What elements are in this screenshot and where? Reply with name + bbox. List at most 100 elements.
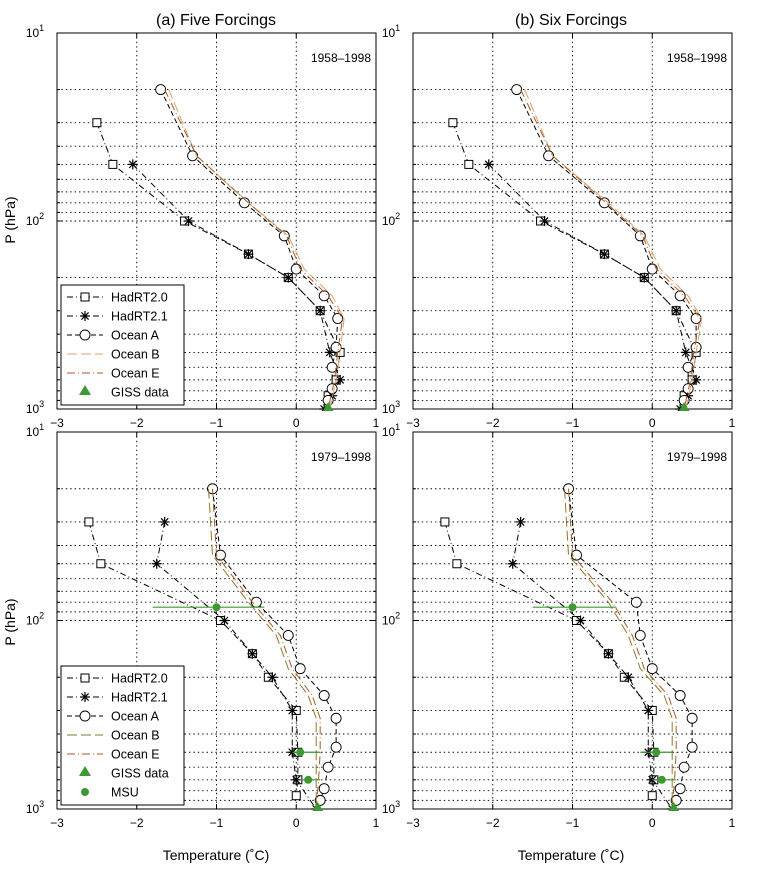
hadrt2-0-marker: [448, 118, 458, 128]
panel-title-b: (b) Six Forcings: [515, 12, 627, 29]
legend: HadRT2.0 HadRT2.1 Ocean A Ocean B Ocean E GIS…: [60, 284, 185, 406]
ocean-a-marker: [238, 197, 250, 209]
y-tick-label: 103: [382, 799, 400, 816]
ocean-a-marker: [318, 690, 330, 701]
y-tick-label: 102: [26, 611, 44, 628]
hadrt2-1-marker: [335, 374, 346, 385]
y-axis-label-top: P (hPa): [2, 196, 18, 243]
ocean-a-marker: [678, 761, 690, 773]
y-tick-label: 103: [26, 399, 44, 416]
ocean-a-marker: [634, 230, 646, 242]
hadrt2-0-marker: [92, 118, 102, 128]
period-annotation: 1958–1998: [667, 51, 727, 65]
hadrt2-1-marker: [127, 159, 138, 170]
hadrt2-1-marker: [151, 558, 162, 569]
hadrt2-1-marker: [683, 390, 694, 401]
chart-panel-3: −3 −2 −1 0 11011021031979–1998HadRT2.0HadRT2…: [26, 422, 380, 830]
giss-data-marker: [668, 802, 680, 811]
x-tick-label: 1: [729, 416, 736, 430]
x-tick-label: −3: [50, 816, 64, 830]
y-tick-label: 102: [382, 611, 400, 628]
x-tick-label: −2: [130, 816, 144, 830]
y-tick-label: 101: [26, 23, 44, 40]
grid-lines: [413, 432, 732, 809]
legend-label-ocean-b: Ocean B: [111, 348, 160, 362]
ocean-e-line: [212, 488, 321, 810]
hadrt2-0-marker: [452, 559, 462, 569]
series-group: [440, 483, 698, 811]
hadrt2-1-marker: [515, 516, 526, 527]
ocean-a-marker: [330, 712, 342, 724]
hadrt2-0-line: [96, 122, 341, 396]
ocean-a-marker: [686, 741, 698, 753]
hadrt2-1-marker: [287, 705, 298, 716]
hadrt2-1-marker: [159, 516, 170, 527]
hadrt2-1-marker: [483, 159, 494, 170]
hadrt2-0-marker: [647, 791, 657, 801]
hadrt2-1-marker: [327, 390, 338, 401]
legend-label-msu: MSU: [111, 786, 139, 800]
chart-panel-2: −3 −2 −1 0 1 101 102 103 1958–1998: [382, 23, 736, 430]
x-tick-label: −2: [486, 816, 500, 830]
x-tick-label: −1: [566, 816, 580, 830]
ocean-e-line: [164, 89, 344, 410]
giss-data-marker: [678, 402, 690, 411]
hadrt2-1-marker: [507, 558, 518, 569]
msu-marker: [304, 775, 313, 784]
ocean-a-marker: [330, 341, 342, 353]
giss-data-marker: [312, 802, 324, 811]
x-tick-label: −1: [566, 416, 580, 430]
hadrt2-1-marker: [680, 347, 691, 358]
x-tick-label: −2: [130, 416, 144, 430]
msu-marker: [212, 603, 221, 612]
ocean-a-marker: [318, 290, 330, 302]
hadrt2-1-marker: [219, 615, 230, 626]
x-tick-label: −3: [50, 416, 64, 430]
hadrt2-1-line: [512, 521, 673, 810]
hadrt2-1-marker: [315, 305, 326, 316]
hadrt2-1-marker: [539, 216, 550, 226]
legend-label-ocean-e: Ocean E: [111, 367, 160, 381]
hadrt2-1-line: [488, 164, 697, 410]
period-annotation: 1958–1998: [311, 51, 371, 65]
y-tick-label: 101: [382, 23, 400, 40]
ocean-a-marker: [674, 290, 686, 302]
ocean-a-marker: [294, 663, 306, 675]
x-tick-label: −1: [210, 416, 224, 430]
msu-marker: [657, 775, 666, 784]
hadrt2-0-marker: [464, 159, 474, 169]
ocean-a-marker: [674, 783, 686, 795]
hadrt2-1-marker: [575, 615, 586, 626]
hadrt2-1-line: [156, 521, 317, 810]
hadrt2-1-marker: [267, 672, 278, 683]
ocean-a-marker: [598, 197, 610, 209]
legend-marker-ocean-a: [79, 329, 91, 341]
ocean-e-line: [520, 89, 701, 410]
legend: HadRT2.0 HadRT2.1 Ocean A Ocean B Ocean E GIS…: [60, 665, 185, 806]
x-axis-label-left: Temperature (˚C): [163, 847, 270, 863]
ocean-a-marker: [686, 712, 698, 724]
ocean-a-marker: [326, 361, 338, 373]
ocean-e-line: [568, 488, 677, 810]
ocean-a-marker: [155, 84, 167, 96]
ocean-a-marker: [322, 761, 334, 773]
hadrt2-0-marker: [84, 517, 94, 527]
y-tick-label: 103: [382, 399, 400, 416]
y-tick-label: 101: [26, 422, 44, 439]
chart-panel-1: −3 −2 −1 0 11011021031958–1998HadRT2.0HadRT2…: [26, 23, 380, 430]
x-tick-label: −1: [210, 816, 224, 830]
ocean-a-marker: [543, 150, 555, 162]
legend-label-giss-data: GISS data: [111, 767, 169, 781]
ocean-a-marker: [332, 313, 344, 324]
x-tick-label: 0: [293, 816, 300, 830]
legend-label-ocean-b: Ocean B: [111, 729, 160, 743]
ocean-b-line: [168, 89, 345, 410]
x-tick-label: 1: [729, 816, 736, 830]
hadrt2-1-marker: [623, 672, 634, 683]
legend-label-hadrt2-0: HadRT2.0: [111, 291, 168, 305]
hadrt2-0-line: [444, 521, 655, 796]
series-group: [84, 483, 342, 811]
hadrt2-1-marker: [639, 272, 650, 283]
hadrt2-1-marker: [291, 774, 302, 785]
